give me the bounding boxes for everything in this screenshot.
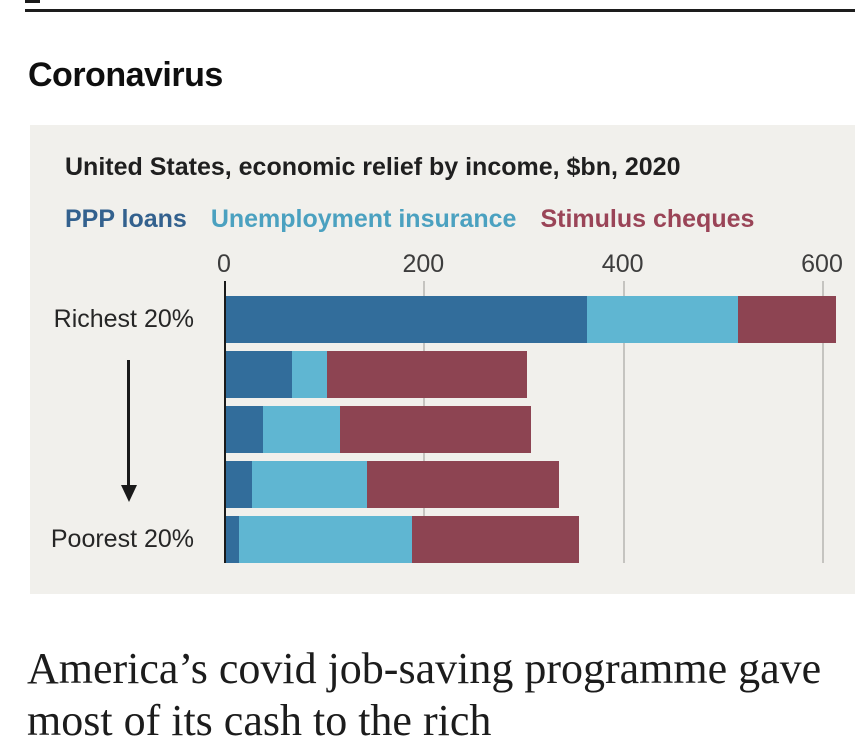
gridline-600 <box>822 281 824 563</box>
x-axis: 0 200 400 600 <box>30 250 855 280</box>
bar-segment-unemployment-insurance-row-3 <box>251 461 367 508</box>
gridline-400 <box>622 281 625 563</box>
chart-panel: United States, economic relief by income… <box>30 125 855 594</box>
bar-segment-stimulus-cheques-row-0 <box>738 296 836 343</box>
down-arrow-icon <box>120 360 137 502</box>
y-axis-labels: Richest 20% Poorest 20% <box>30 281 224 563</box>
row-label-richest: Richest 20% <box>53 305 194 333</box>
bar-segment-stimulus-cheques-row-1 <box>326 351 527 398</box>
top-dash <box>25 0 40 3</box>
row-label-poorest: Poorest 20% <box>50 525 194 553</box>
legend-item-stimulus-cheques: Stimulus cheques <box>540 205 755 233</box>
down-arrow-shaft <box>127 360 130 485</box>
bar-segment-stimulus-cheques-row-4 <box>412 516 579 563</box>
bar-segment-ppp-loans-row-2 <box>226 406 263 453</box>
bar-row-2 <box>226 406 531 453</box>
y-axis-line <box>224 281 226 563</box>
down-arrow-head <box>120 485 137 502</box>
section-title: Coronavirus <box>28 55 223 94</box>
bar-segment-ppp-loans-row-1 <box>226 351 292 398</box>
x-tick-label-400: 400 <box>601 250 644 278</box>
x-tick-label-600: 600 <box>801 250 843 278</box>
chart-legend: PPP loans Unemployment insurance Stimulu… <box>65 205 754 234</box>
top-rule-divider <box>25 9 855 12</box>
bar-row-4 <box>226 516 579 563</box>
bar-segment-ppp-loans-row-3 <box>226 461 252 508</box>
chart-title: United States, economic relief by income… <box>65 153 681 181</box>
bar-segment-ppp-loans-row-0 <box>226 296 587 343</box>
bar-segment-unemployment-insurance-row-0 <box>586 296 739 343</box>
plot-area <box>224 281 855 563</box>
bar-segment-stimulus-cheques-row-3 <box>366 461 559 508</box>
x-tick-label-0: 0 <box>217 250 231 278</box>
bar-segment-ppp-loans-row-4 <box>226 516 239 563</box>
headline: America’s covid job-saving programme gav… <box>27 643 822 746</box>
legend-item-ppp-loans: PPP loans <box>65 205 187 233</box>
bar-row-1 <box>226 351 527 398</box>
bar-row-0 <box>226 296 836 343</box>
x-tick-label-200: 200 <box>402 250 445 278</box>
bar-segment-unemployment-insurance-row-1 <box>291 351 327 398</box>
bar-segment-unemployment-insurance-row-4 <box>238 516 413 563</box>
bar-segment-unemployment-insurance-row-2 <box>262 406 340 453</box>
legend-item-unemployment-insurance: Unemployment insurance <box>210 205 517 233</box>
bar-row-3 <box>226 461 559 508</box>
bar-segment-stimulus-cheques-row-2 <box>339 406 531 453</box>
